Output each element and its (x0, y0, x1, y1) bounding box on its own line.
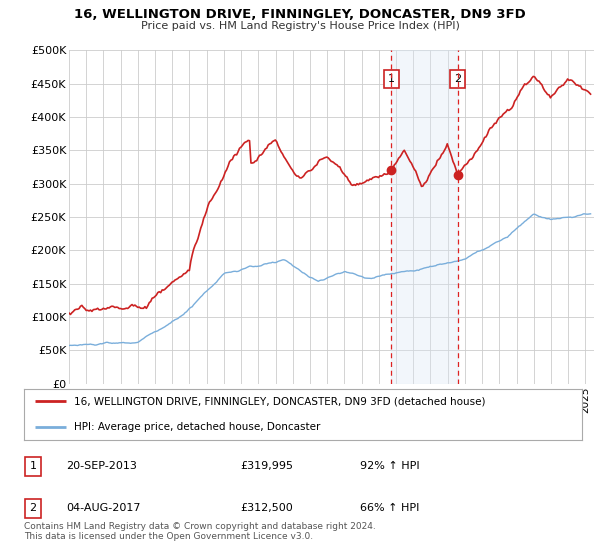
Text: 1: 1 (388, 74, 395, 84)
Text: 16, WELLINGTON DRIVE, FINNINGLEY, DONCASTER, DN9 3FD (detached house): 16, WELLINGTON DRIVE, FINNINGLEY, DONCAS… (74, 396, 486, 407)
Text: 04-AUG-2017: 04-AUG-2017 (66, 503, 140, 513)
Text: 66% ↑ HPI: 66% ↑ HPI (360, 503, 419, 513)
Text: 1: 1 (29, 461, 37, 471)
Text: Contains HM Land Registry data © Crown copyright and database right 2024.
This d: Contains HM Land Registry data © Crown c… (24, 522, 376, 542)
Text: £312,500: £312,500 (240, 503, 293, 513)
Text: 92% ↑ HPI: 92% ↑ HPI (360, 461, 419, 471)
Text: 20-SEP-2013: 20-SEP-2013 (66, 461, 137, 471)
Text: £319,995: £319,995 (240, 461, 293, 471)
Text: 2: 2 (454, 74, 461, 84)
Text: HPI: Average price, detached house, Doncaster: HPI: Average price, detached house, Donc… (74, 422, 320, 432)
Text: 16, WELLINGTON DRIVE, FINNINGLEY, DONCASTER, DN9 3FD: 16, WELLINGTON DRIVE, FINNINGLEY, DONCAS… (74, 8, 526, 21)
Text: Price paid vs. HM Land Registry's House Price Index (HPI): Price paid vs. HM Land Registry's House … (140, 21, 460, 31)
Bar (391, 50, 458, 384)
Text: 2: 2 (29, 503, 37, 513)
